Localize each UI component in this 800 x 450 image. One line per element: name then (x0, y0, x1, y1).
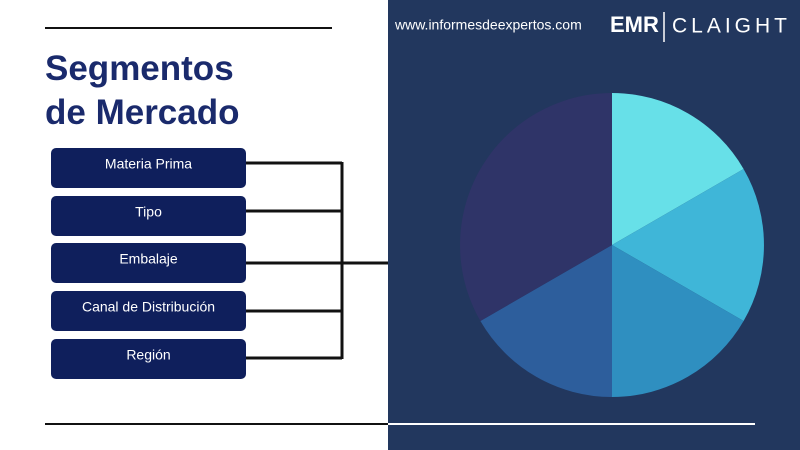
segment-label: Materia Prima (105, 156, 192, 172)
segment-box (51, 196, 246, 236)
logo-emr: EMR (610, 12, 659, 37)
segment-label: Tipo (135, 204, 162, 220)
title-line: Segmentos (45, 49, 234, 88)
segment-box (51, 148, 246, 188)
segment-list: Materia Prima Tipo Embalaje Canal de Distri… (51, 148, 246, 379)
connectors (246, 161, 388, 360)
segment-box (51, 339, 246, 379)
logo-claight: CLAIGHT (672, 15, 791, 38)
segment-box (51, 243, 246, 283)
segment-box (51, 291, 246, 331)
pie-graphic (460, 93, 764, 397)
segment-label: Canal de Distribución (82, 299, 215, 315)
website: www.informesdeexpertos.com (394, 17, 582, 33)
title-line: de Mercado (45, 93, 240, 132)
segment-label: Región (126, 347, 170, 363)
segment-label: Embalaje (119, 251, 178, 267)
